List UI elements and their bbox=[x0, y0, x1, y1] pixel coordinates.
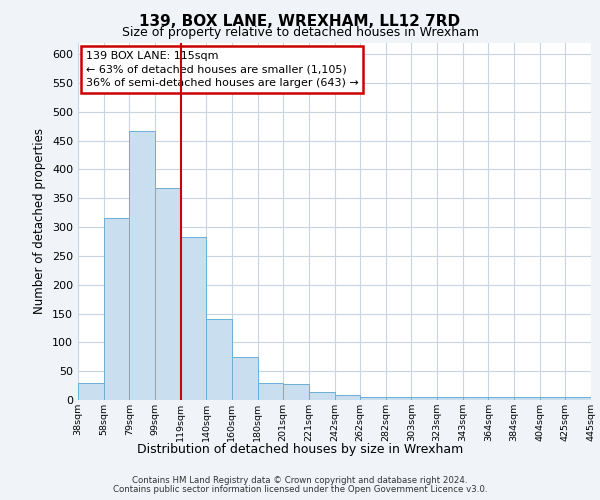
Text: Contains public sector information licensed under the Open Government Licence v3: Contains public sector information licen… bbox=[113, 485, 487, 494]
Text: 139 BOX LANE: 115sqm
← 63% of detached houses are smaller (1,105)
36% of semi-de: 139 BOX LANE: 115sqm ← 63% of detached h… bbox=[86, 52, 358, 88]
Bar bbox=[309, 392, 335, 400]
Bar bbox=[130, 130, 155, 400]
Y-axis label: Number of detached properties: Number of detached properties bbox=[34, 128, 46, 314]
Bar bbox=[257, 382, 283, 400]
Bar bbox=[155, 188, 181, 400]
Bar bbox=[386, 397, 412, 400]
Bar bbox=[283, 384, 309, 400]
Bar bbox=[463, 397, 488, 400]
Bar bbox=[206, 318, 232, 400]
Text: Distribution of detached houses by size in Wrexham: Distribution of detached houses by size … bbox=[137, 442, 463, 456]
Bar bbox=[488, 397, 514, 400]
Bar bbox=[104, 218, 130, 400]
Bar bbox=[540, 397, 565, 400]
Bar bbox=[360, 397, 386, 400]
Bar bbox=[335, 396, 360, 400]
Text: 139, BOX LANE, WREXHAM, LL12 7RD: 139, BOX LANE, WREXHAM, LL12 7RD bbox=[139, 14, 461, 29]
Bar bbox=[565, 397, 591, 400]
Bar bbox=[412, 397, 437, 400]
Bar bbox=[181, 237, 206, 400]
Bar bbox=[232, 357, 257, 400]
Bar bbox=[514, 397, 540, 400]
Bar bbox=[437, 397, 463, 400]
Text: Size of property relative to detached houses in Wrexham: Size of property relative to detached ho… bbox=[121, 26, 479, 39]
Bar bbox=[78, 382, 104, 400]
Text: Contains HM Land Registry data © Crown copyright and database right 2024.: Contains HM Land Registry data © Crown c… bbox=[132, 476, 468, 485]
